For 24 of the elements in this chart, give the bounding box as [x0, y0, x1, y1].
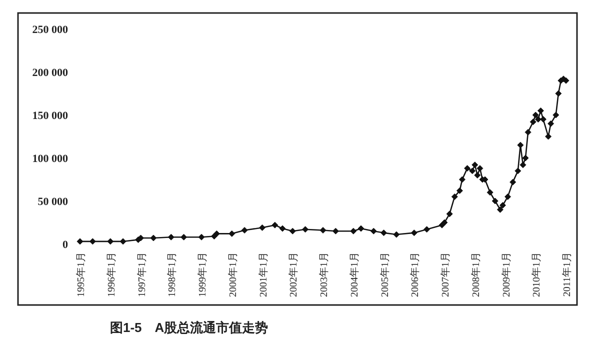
x-tick-label: 1998年1月: [166, 252, 178, 297]
x-tick-label: 2005年1月: [378, 252, 391, 297]
y-tick-label: 200 000: [32, 67, 68, 79]
y-tick-label: 0: [62, 239, 68, 251]
x-tick-label: 2002年1月: [288, 252, 300, 297]
x-tick-label: 1995年1月: [75, 252, 87, 297]
x-tick-label: 1999年1月: [196, 252, 208, 297]
caption: 图1-5 A股总流通市值走势: [110, 320, 268, 335]
x-tick-label: 2004年1月: [348, 252, 360, 297]
x-tick-label: 2006年1月: [409, 252, 422, 297]
x-tick-label: 1997年1月: [136, 252, 148, 297]
x-tick-label: 2007年1月: [440, 252, 452, 297]
y-tick-label: 250 000: [32, 24, 68, 36]
y-tick-label: 100 000: [32, 153, 68, 165]
y-tick-label: 50 000: [38, 196, 68, 208]
x-tick-label: 1996年1月: [105, 252, 118, 297]
x-tick-label: 2008年1月: [470, 252, 482, 297]
y-tick-label: 150 000: [32, 110, 68, 122]
x-tick-label: 2000年1月: [226, 252, 239, 297]
x-tick-label: 2011年1月: [561, 252, 573, 297]
x-tick-label: 2001年1月: [257, 252, 270, 297]
x-tick-label: 2009年1月: [500, 252, 512, 297]
x-tick-label: 2003年1月: [318, 252, 330, 297]
x-tick-label: 2010年1月: [530, 252, 543, 297]
